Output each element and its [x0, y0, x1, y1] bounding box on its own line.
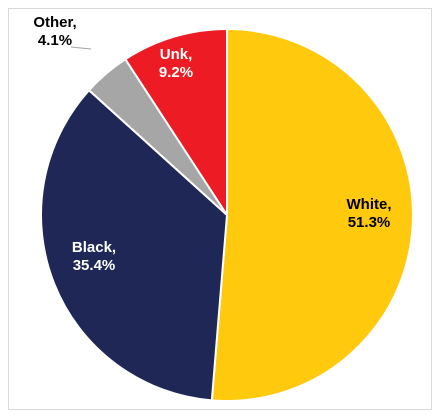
- pie-leader-lines: [70, 46, 92, 50]
- pie-slices: [40, 27, 414, 402]
- pie-slice-black: [40, 88, 229, 402]
- pie-label-white: White, 51.3%: [347, 196, 392, 231]
- pie-label-unk: Unk, 9.2%: [159, 46, 193, 81]
- pie-labels: White, 51.3% Black, 35.4% Other, 4.1% Unk, 9.2%: [33, 14, 391, 274]
- pie-label-black: Black, 35.4%: [72, 239, 116, 274]
- pie-slice-white: [210, 27, 414, 402]
- leader-line-other: [70, 46, 92, 50]
- pie-label-other: Other, 4.1%: [33, 14, 76, 49]
- pie-slice-unk: [123, 27, 228, 219]
- pie-chart: White, 51.3% Black, 35.4% Other, 4.1% Unk, 9.2%: [33, 14, 414, 402]
- chart-frame: White, 51.3% Black, 35.4% Other, 4.1% Unk, 9.2%: [8, 8, 432, 410]
